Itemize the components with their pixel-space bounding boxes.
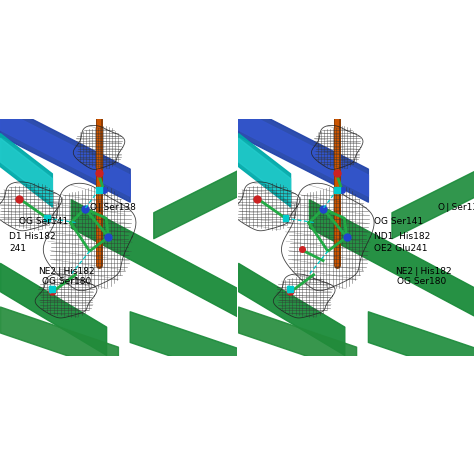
Text: ND1  His182: ND1 His182 [374, 232, 430, 241]
Bar [283, 215, 288, 221]
Bar [49, 286, 55, 292]
Text: OE2 Glu241: OE2 Glu241 [374, 244, 427, 253]
Bar [334, 187, 340, 192]
Text: OG Ser141: OG Ser141 [374, 217, 423, 226]
Text: OG Ser180: OG Ser180 [43, 277, 91, 286]
Bar [287, 286, 293, 292]
Text: O❘Ser138: O❘Ser138 [438, 203, 474, 212]
Text: NE2❘His182: NE2❘His182 [38, 266, 94, 275]
Text: OG Ser180: OG Ser180 [397, 277, 447, 286]
Text: OG Ser141: OG Ser141 [19, 217, 68, 226]
Bar [45, 215, 50, 221]
Text: 241: 241 [9, 244, 27, 253]
Text: O❘Ser138: O❘Ser138 [90, 203, 137, 212]
Text: D1 His182: D1 His182 [9, 232, 56, 241]
Text: NE2❘His182: NE2❘His182 [395, 266, 452, 275]
Bar [96, 187, 102, 192]
